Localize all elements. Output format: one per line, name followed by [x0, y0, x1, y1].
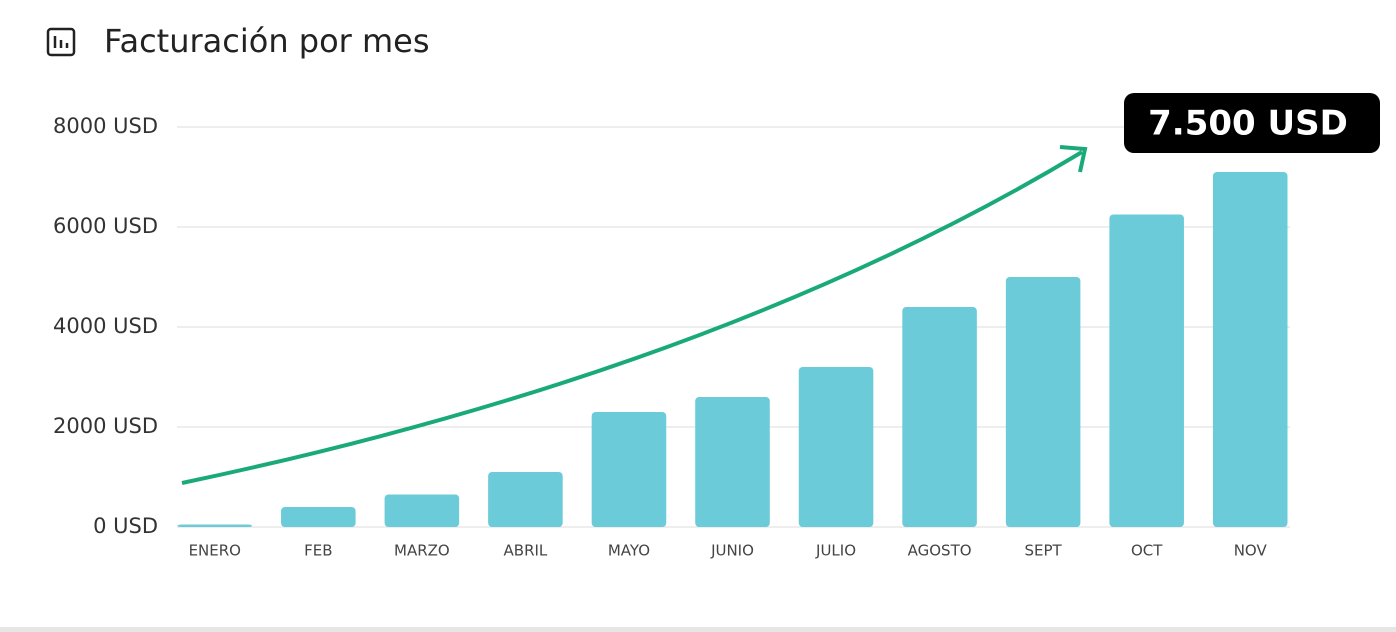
bottom-strip: [0, 627, 1396, 632]
arrow-head: [1059, 145, 1088, 173]
bar: [1109, 214, 1184, 527]
x-tick-label: NOV: [1234, 542, 1268, 560]
x-tick-label: OCT: [1131, 542, 1163, 560]
x-tick-label: MARZO: [394, 542, 450, 560]
chart-icon: [46, 27, 76, 57]
bar: [798, 367, 874, 527]
x-tick-label: ABRIL: [504, 542, 548, 560]
annotation: 7.500 USD: [1148, 104, 1348, 144]
bar: [384, 494, 460, 527]
bar: [902, 307, 977, 527]
bar: [1005, 277, 1081, 527]
bar: [281, 507, 356, 527]
y-tick-label: 2000 USD: [53, 414, 158, 438]
chart-title: Facturación por mes: [104, 22, 430, 60]
x-tick-label: AGOSTO: [908, 542, 972, 560]
y-tick-label: 0 USD: [93, 514, 158, 538]
annotation-box: [1124, 93, 1380, 153]
bar: [177, 524, 253, 527]
bar: [488, 472, 563, 527]
x-tick-label: JUNIO: [710, 542, 754, 560]
y-tick-label: 8000 USD: [53, 114, 158, 138]
x-tick-label: FEB: [304, 542, 332, 560]
x-tick-label: ENERO: [189, 542, 241, 560]
bar: [1212, 172, 1288, 527]
bar: [591, 412, 667, 527]
y-tick-label: 4000 USD: [53, 314, 158, 338]
x-tick-label: SEPT: [1025, 542, 1063, 560]
bar: [695, 397, 770, 527]
x-tick-label: JULIO: [815, 542, 856, 560]
x-tick-label: MAYO: [608, 542, 650, 560]
trend-arrow: [181, 150, 1084, 485]
y-tick-label: 6000 USD: [53, 214, 158, 238]
